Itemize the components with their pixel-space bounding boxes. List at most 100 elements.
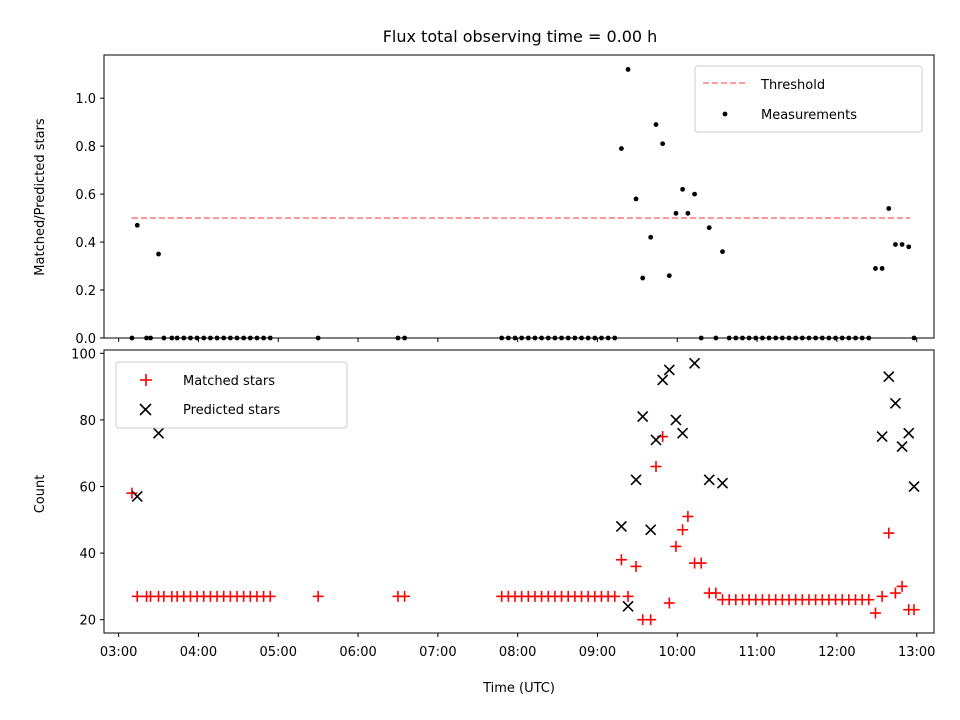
predicted-point	[645, 524, 657, 536]
bottom-axes-frame	[103, 349, 935, 634]
predicted-point	[716, 477, 729, 489]
matched-point	[677, 524, 689, 536]
x-tick-label: 09:00	[579, 645, 616, 660]
measurement-point	[685, 210, 691, 216]
y-tick-label-top: 1.0	[75, 92, 96, 107]
measurement-point	[706, 225, 712, 231]
predicted-point	[908, 480, 920, 493]
legend-matched-swatch	[140, 374, 152, 386]
measurement-point	[692, 191, 697, 197]
y-tick-label-top: 0.2	[75, 284, 96, 299]
predicted-point	[677, 427, 689, 439]
matched-point	[908, 604, 920, 616]
legend-predicted-label: Predicted stars	[183, 403, 280, 418]
legend-predicted-swatch	[139, 403, 152, 416]
measurement-point	[134, 222, 140, 228]
y-tick-label-top: 0.4	[75, 236, 96, 251]
legend-matched-label: Matched stars	[183, 374, 275, 389]
predicted-point	[876, 430, 888, 443]
predicted-point	[637, 411, 649, 423]
x-tick-label: 12:00	[818, 645, 855, 660]
x-tick-label: 08:00	[499, 645, 536, 660]
matched-point	[682, 510, 694, 522]
matched-point	[876, 590, 888, 602]
measurement-point	[619, 146, 624, 151]
legend-bottom: Matched stars Predicted stars	[115, 361, 348, 429]
bottom-plot-area: 20 40 60 80 100 03:00 04:00 05:00 06:00 07:00 08:0…	[71, 347, 935, 660]
y-tick-label-bottom: 100	[71, 347, 96, 362]
y-axis-label-top: Matched/Predicted stars	[33, 118, 48, 276]
matched-point	[264, 590, 276, 602]
x-tick-label: 07:00	[419, 645, 456, 660]
predicted-point	[689, 357, 701, 369]
chart-title: Flux total observing time = 0.00 h	[383, 27, 658, 46]
measurement-point	[640, 275, 646, 281]
matched-point	[131, 590, 143, 602]
measurement-point	[720, 249, 725, 255]
y-tick-label-top: 0.0	[75, 332, 96, 347]
x-axis-label: Time (UTC)	[482, 681, 555, 696]
measurement-point	[666, 273, 672, 279]
top-axes-frame	[103, 54, 935, 339]
matched-point	[609, 590, 621, 602]
matched-point	[883, 527, 895, 539]
x-tick-label: 06:00	[339, 645, 376, 660]
measurement-point	[673, 210, 679, 216]
x-tick-label: 13:00	[898, 645, 935, 660]
legend-measurements-label: Measurements	[761, 108, 857, 123]
matched-point	[863, 594, 875, 606]
predicted-point	[670, 414, 682, 426]
x-tick-label: 05:00	[260, 645, 297, 660]
measurement-point	[680, 186, 686, 192]
predicted-point	[703, 474, 715, 486]
x-tick-label: 03:00	[100, 645, 137, 660]
matched-point	[670, 540, 682, 552]
predicted-point	[615, 520, 627, 533]
measurement-point	[653, 122, 659, 127]
predicted-point	[131, 490, 143, 503]
x-tick-label: 11:00	[738, 645, 775, 660]
matched-point	[896, 580, 908, 592]
y-tick-label-top: 0.8	[75, 140, 96, 155]
measurement-point	[906, 244, 912, 250]
predicted-point	[889, 397, 901, 409]
matched-point	[650, 461, 662, 473]
legend-measurements-swatch	[722, 111, 728, 117]
y-tick-label-bottom: 60	[79, 481, 96, 496]
measurement-point	[873, 266, 878, 271]
matched-point	[710, 587, 722, 599]
legend-threshold-label: Threshold	[760, 78, 825, 93]
predicted-point	[663, 364, 675, 376]
measurement-point	[893, 242, 898, 247]
x-tick-label: 10:00	[659, 645, 696, 660]
matched-point	[622, 590, 634, 602]
matched-point	[869, 607, 881, 619]
legend-top: Threshold Measurements	[694, 65, 923, 133]
predicted-point	[152, 427, 165, 439]
matched-point	[312, 590, 324, 602]
y-tick-label-bottom: 40	[79, 547, 96, 562]
predicted-point	[896, 440, 908, 453]
legend-bottom-box	[115, 361, 348, 429]
predicted-point	[630, 474, 642, 486]
predicted-point	[903, 427, 915, 439]
matched-point	[630, 560, 642, 572]
y-tick-label-top: 0.6	[75, 188, 96, 203]
measurement-point	[660, 141, 666, 147]
predicted-point	[622, 600, 634, 612]
measurement-point	[899, 242, 905, 247]
measurement-point	[879, 266, 885, 271]
matched-point	[615, 554, 627, 566]
predicted-point	[657, 374, 669, 386]
matched-point	[645, 614, 657, 626]
measurement-point	[625, 66, 631, 72]
matched-point	[399, 590, 411, 602]
matched-point	[889, 587, 901, 599]
matched-point	[126, 487, 138, 499]
predicted-point	[650, 434, 662, 446]
measurement-point	[886, 206, 892, 211]
y-tick-label-bottom: 20	[79, 614, 96, 629]
measurement-point	[156, 251, 161, 257]
measurement-point	[648, 234, 654, 240]
